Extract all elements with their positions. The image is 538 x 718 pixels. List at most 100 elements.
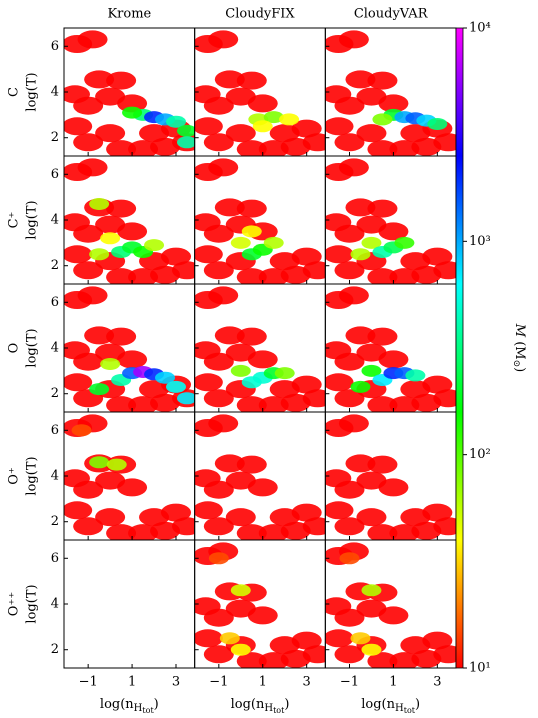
point-cloud — [225, 508, 256, 527]
point-cloud — [203, 389, 234, 408]
row-label: C⁺ — [7, 212, 22, 229]
point-cloud — [166, 380, 186, 393]
panel — [64, 414, 195, 540]
point-cloud — [84, 326, 115, 345]
point-cloud — [378, 606, 409, 625]
point-cloud — [106, 327, 137, 346]
point-cloud — [263, 236, 284, 249]
point-cloud — [405, 369, 426, 382]
point-cloud — [161, 247, 191, 266]
point-cloud — [325, 501, 354, 520]
point-cloud — [334, 96, 365, 115]
x-tick-label: −1 — [340, 675, 359, 690]
y-tick-label: 4 — [51, 213, 59, 228]
panel — [325, 30, 457, 156]
point-cloud — [106, 458, 127, 471]
x-label-part: log(n — [231, 697, 265, 712]
point-cloud — [367, 268, 398, 284]
point-cloud — [128, 140, 159, 156]
point-cloud — [73, 224, 104, 243]
point-cloud — [208, 552, 229, 565]
point-cloud — [345, 326, 376, 345]
point-cloud — [89, 456, 110, 469]
point-cloud — [203, 608, 234, 627]
point-cloud — [236, 327, 267, 346]
point-cloud — [100, 232, 121, 245]
x-axis-label: log(nHtot) — [100, 697, 159, 715]
point-cloud — [77, 286, 108, 305]
colorbar-tick-label: 10³ — [469, 234, 491, 249]
x-tick-label: 3 — [303, 675, 311, 690]
panel — [325, 414, 457, 540]
point-cloud — [334, 517, 365, 536]
x-axis-label: log(nHtot) — [361, 697, 420, 715]
point-cloud — [389, 140, 420, 156]
point-cloud — [203, 224, 234, 243]
point-cloud — [106, 140, 137, 156]
point-cloud — [203, 352, 234, 371]
y-tick-label: 2 — [51, 258, 59, 273]
x-label-part: tot — [273, 706, 285, 714]
x-label-part: ) — [415, 697, 420, 712]
point-cloud — [367, 396, 398, 412]
y-axis-label: log(T) — [25, 584, 40, 623]
point-cloud — [247, 606, 278, 625]
point-cloud — [171, 517, 195, 536]
point-cloud — [433, 261, 457, 280]
row-label: O⁺ — [7, 467, 22, 485]
panel — [64, 30, 195, 156]
point-cloud — [77, 158, 108, 177]
point-cloud — [128, 396, 159, 412]
point-cloud — [258, 396, 289, 412]
point-cloud — [361, 643, 382, 656]
y-tick-label: 2 — [51, 642, 59, 657]
point-cloud — [73, 261, 104, 280]
point-cloud — [252, 120, 273, 133]
y-tick-label: 2 — [51, 130, 59, 145]
point-cloud — [433, 389, 457, 408]
x-tick-label: −1 — [79, 675, 98, 690]
point-cloud — [203, 261, 234, 280]
point-cloud — [236, 199, 267, 218]
point-cloud — [334, 389, 365, 408]
point-cloud — [176, 124, 195, 137]
point-cloud — [106, 71, 137, 90]
point-cloud — [73, 517, 104, 536]
point-cloud — [334, 261, 365, 280]
point-cloud — [208, 30, 239, 49]
point-cloud — [214, 198, 245, 217]
point-cloud — [214, 70, 245, 89]
x-label-part: log(n — [100, 697, 134, 712]
point-cloud — [247, 94, 278, 113]
x-tick-label: 1 — [259, 675, 267, 690]
point-cloud — [361, 236, 382, 249]
panel — [194, 542, 326, 668]
point-cloud — [89, 198, 110, 210]
point-cloud — [367, 327, 398, 346]
point-cloud — [171, 261, 195, 280]
point-cloud — [230, 643, 251, 656]
point-cloud — [302, 389, 326, 408]
colorbar-tick-label: 10² — [469, 447, 491, 462]
point-cloud — [338, 286, 369, 305]
y-tick-label: 4 — [51, 85, 59, 100]
row-label: O⁺⁺ — [7, 592, 22, 616]
point-cloud — [345, 198, 376, 217]
row-label: C — [7, 87, 22, 97]
point-cloud — [378, 94, 409, 113]
point-cloud — [176, 136, 195, 149]
point-cloud — [236, 455, 267, 474]
point-cloud — [422, 503, 453, 522]
panel — [64, 286, 195, 412]
x-label-part: ) — [284, 697, 289, 712]
x-label-part: log(n — [361, 697, 395, 712]
y-axis-label: log(T) — [25, 200, 40, 239]
point-cloud — [338, 414, 369, 433]
point-cloud — [214, 326, 245, 345]
column-title: CloudyFIX — [225, 7, 295, 22]
point-cloud — [367, 71, 398, 90]
colorbar-label-part: ) — [513, 367, 528, 372]
point-cloud — [302, 645, 326, 664]
point-cloud — [194, 373, 223, 392]
point-cloud — [372, 113, 393, 126]
